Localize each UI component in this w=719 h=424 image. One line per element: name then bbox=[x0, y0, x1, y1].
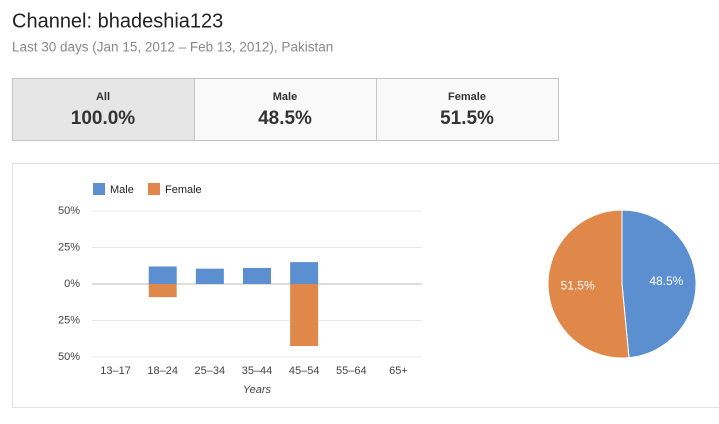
tab-bar: All 100.0% Male 48.5% Female 51.5% bbox=[12, 78, 559, 141]
tab-male[interactable] bbox=[194, 78, 377, 141]
bar bbox=[195, 268, 224, 284]
legend-label: Female bbox=[165, 184, 202, 196]
legend-label: Male bbox=[110, 184, 134, 196]
tab-value: 48.5% bbox=[258, 108, 312, 129]
bar bbox=[148, 284, 177, 298]
bar bbox=[243, 267, 271, 284]
bar bbox=[290, 284, 319, 347]
y-tick-label: 25% bbox=[58, 241, 80, 253]
page-title: Channel: bhadeshia123 bbox=[12, 10, 223, 32]
slice-label: 48.5% bbox=[649, 274, 683, 288]
x-tick-label: 55–64 bbox=[336, 365, 367, 377]
charts: 50% 25% 0% 25% 50% 13–17 18–24 25–34 35–44 45–54 5… bbox=[58, 183, 697, 396]
x-tick-label: 65+ bbox=[389, 365, 408, 377]
x-tick-label: 13–17 bbox=[100, 365, 131, 377]
tab-value: 100.0% bbox=[71, 108, 136, 129]
pie-slice bbox=[547, 209, 630, 359]
x-tick-label: 45–54 bbox=[289, 365, 320, 377]
page-subtitle: Last 30 days (Jan 15, 2012 – Feb 13, 201… bbox=[12, 40, 333, 55]
tab-all[interactable] bbox=[12, 78, 195, 141]
x-tick-label: 25–34 bbox=[195, 365, 226, 377]
legend-swatch bbox=[148, 183, 160, 195]
legend-swatch bbox=[93, 183, 105, 195]
tab-label: Female bbox=[448, 91, 486, 103]
y-tick-label: 50% bbox=[58, 205, 80, 217]
tab-female[interactable] bbox=[376, 78, 559, 141]
x-tick-label: 35–44 bbox=[242, 365, 273, 377]
bar bbox=[290, 262, 319, 284]
tab-label: Male bbox=[273, 91, 297, 103]
y-tick-label: 0% bbox=[64, 278, 80, 290]
y-tick-label: 50% bbox=[58, 351, 80, 363]
slice-label: 51.5% bbox=[561, 278, 595, 292]
x-tick-label: 18–24 bbox=[147, 365, 178, 377]
pie-slice bbox=[621, 209, 697, 359]
tab-label: All bbox=[96, 91, 110, 103]
tab-value: 51.5% bbox=[440, 108, 494, 129]
y-tick-label: 25% bbox=[58, 314, 80, 326]
bar bbox=[148, 266, 177, 284]
x-axis-label: Years bbox=[243, 384, 272, 396]
